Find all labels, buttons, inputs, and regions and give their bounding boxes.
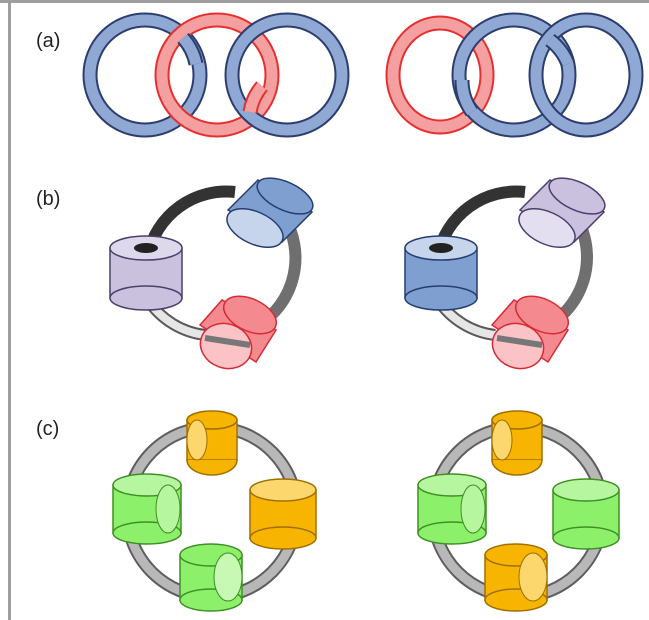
panel-b-left-rotaxane <box>109 177 314 370</box>
green-bead-right <box>552 478 620 550</box>
red-bead <box>490 295 570 370</box>
frame-top-border <box>0 0 649 3</box>
panel-a-right-catenane <box>385 12 644 138</box>
frame-left-border <box>8 0 11 620</box>
red-bead <box>198 295 278 370</box>
orange-bead-top <box>491 410 543 476</box>
green-bead-left <box>417 473 487 545</box>
panel-c-left-wheel <box>112 410 317 612</box>
purple-bead <box>518 177 606 249</box>
panel-label-c: (c) <box>36 418 60 440</box>
panel-c-right-wheel <box>417 410 620 612</box>
panel-b-right-rotaxane <box>404 177 606 370</box>
orange-bead-top <box>186 410 238 476</box>
purple-bead <box>109 235 183 311</box>
panel-label-b: (b) <box>36 188 61 210</box>
panel-a-left-catenane <box>82 12 350 138</box>
green-bead-left <box>112 473 182 545</box>
panel-label-a: (a) <box>36 30 61 52</box>
green-bead-bottom <box>179 543 243 612</box>
blue-bead <box>404 235 478 311</box>
blue-bead <box>226 177 314 249</box>
orange-bead-right <box>249 478 317 550</box>
orange-bead-bottom <box>484 543 548 612</box>
